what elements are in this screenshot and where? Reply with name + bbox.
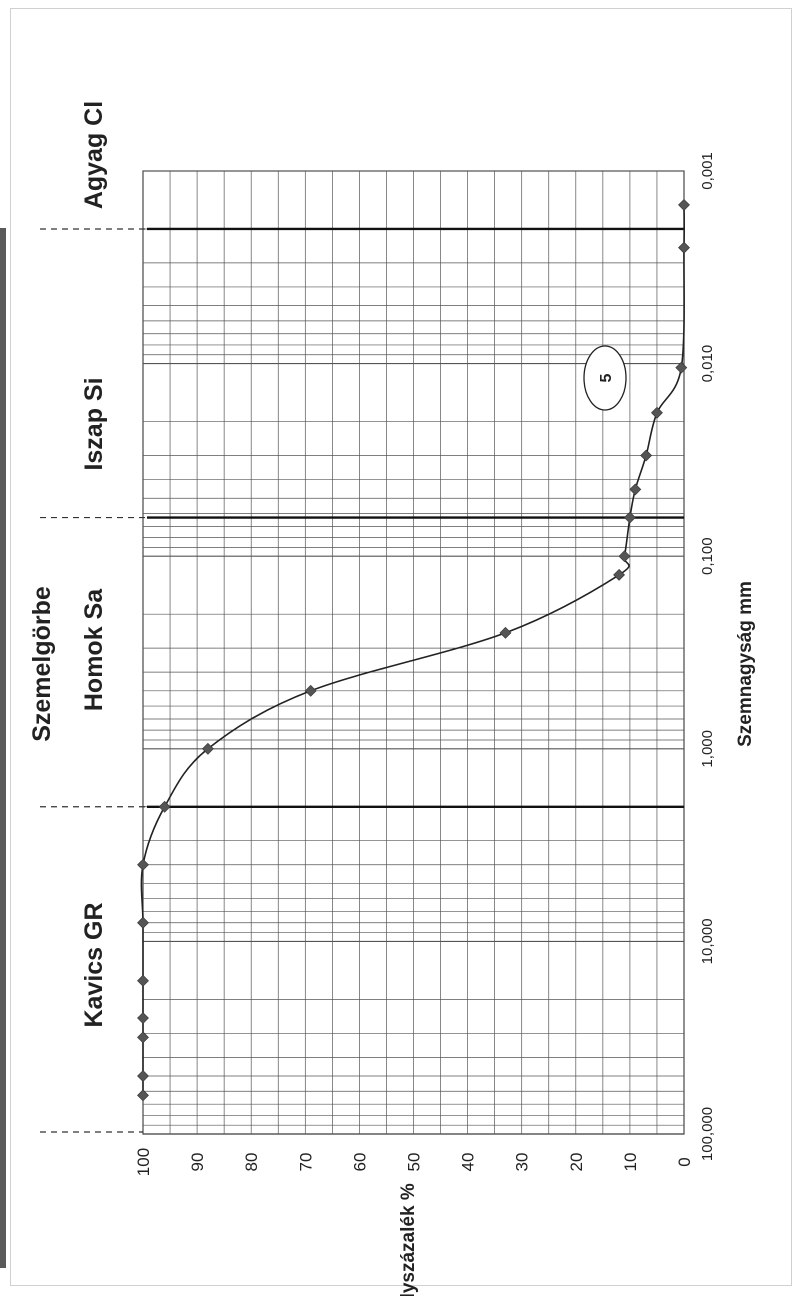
- data-point-marker: [678, 198, 690, 211]
- left-edge-bar: [0, 228, 6, 1268]
- page-frame: [10, 8, 792, 1286]
- y-axis-label: Súlyszázalék %: [398, 1183, 419, 1296]
- data-point-marker: [137, 1031, 149, 1044]
- annotation-label: 5: [598, 373, 615, 382]
- data-point-marker: [137, 858, 149, 871]
- data-point-marker: [629, 483, 642, 496]
- x-tick-label: 0,100: [699, 537, 716, 575]
- y-tick-label: 50: [405, 1153, 424, 1172]
- data-point-marker: [137, 1012, 149, 1024]
- x-tick-label: 1,000: [699, 730, 716, 768]
- data-point-marker: [678, 241, 690, 254]
- data-point-marker: [623, 511, 636, 524]
- y-tick-label: 10: [621, 1153, 640, 1172]
- boundary-layer: [40, 227, 684, 1133]
- data-point-marker: [158, 800, 171, 813]
- grid-layer: [142, 170, 685, 1135]
- x-axis-label: Szemnagyság mm: [735, 581, 756, 747]
- region-label-clay: Agyag Cl: [80, 101, 108, 209]
- data-point-marker: [137, 1089, 149, 1102]
- region-label-silt: Iszap Si: [80, 377, 108, 470]
- marker-layer: [137, 198, 690, 1102]
- data-point-marker: [618, 550, 631, 563]
- y-tick-label: 100: [134, 1148, 153, 1176]
- tick-layer: 100,000 10,000 1,000 0,100 0,010 0,001 0 10 20 30…: [134, 152, 716, 1176]
- chart-title: Szemelgörbe: [28, 586, 56, 742]
- region-label-sand: Homok Sa: [80, 588, 108, 711]
- data-point-marker: [304, 684, 317, 697]
- data-point-marker: [651, 406, 663, 419]
- x-tick-label: 0,010: [699, 345, 716, 383]
- data-point-marker: [137, 1070, 149, 1082]
- y-tick-label: 30: [513, 1153, 532, 1172]
- y-tick-label: 70: [296, 1153, 315, 1172]
- x-tick-label: 10,000: [699, 918, 716, 964]
- x-tick-label: 0,001: [699, 152, 716, 190]
- data-point-marker: [137, 916, 149, 929]
- data-point-marker: [499, 626, 512, 639]
- x-tick-label: 100,000: [699, 1107, 716, 1161]
- data-point-marker: [613, 568, 626, 581]
- data-point-marker: [640, 449, 653, 462]
- data-point-marker: [675, 361, 688, 374]
- y-tick-label: 0: [675, 1157, 694, 1166]
- y-tick-label: 20: [567, 1153, 586, 1172]
- y-tick-label: 40: [459, 1153, 478, 1172]
- data-point-marker: [201, 742, 214, 755]
- y-tick-label: 60: [350, 1153, 369, 1172]
- region-label-gravel: Kavics GR: [80, 902, 108, 1027]
- y-tick-label: 90: [188, 1153, 207, 1172]
- data-point-marker: [137, 974, 149, 987]
- y-tick-label: 80: [242, 1153, 261, 1172]
- annotation-oval: [583, 345, 627, 411]
